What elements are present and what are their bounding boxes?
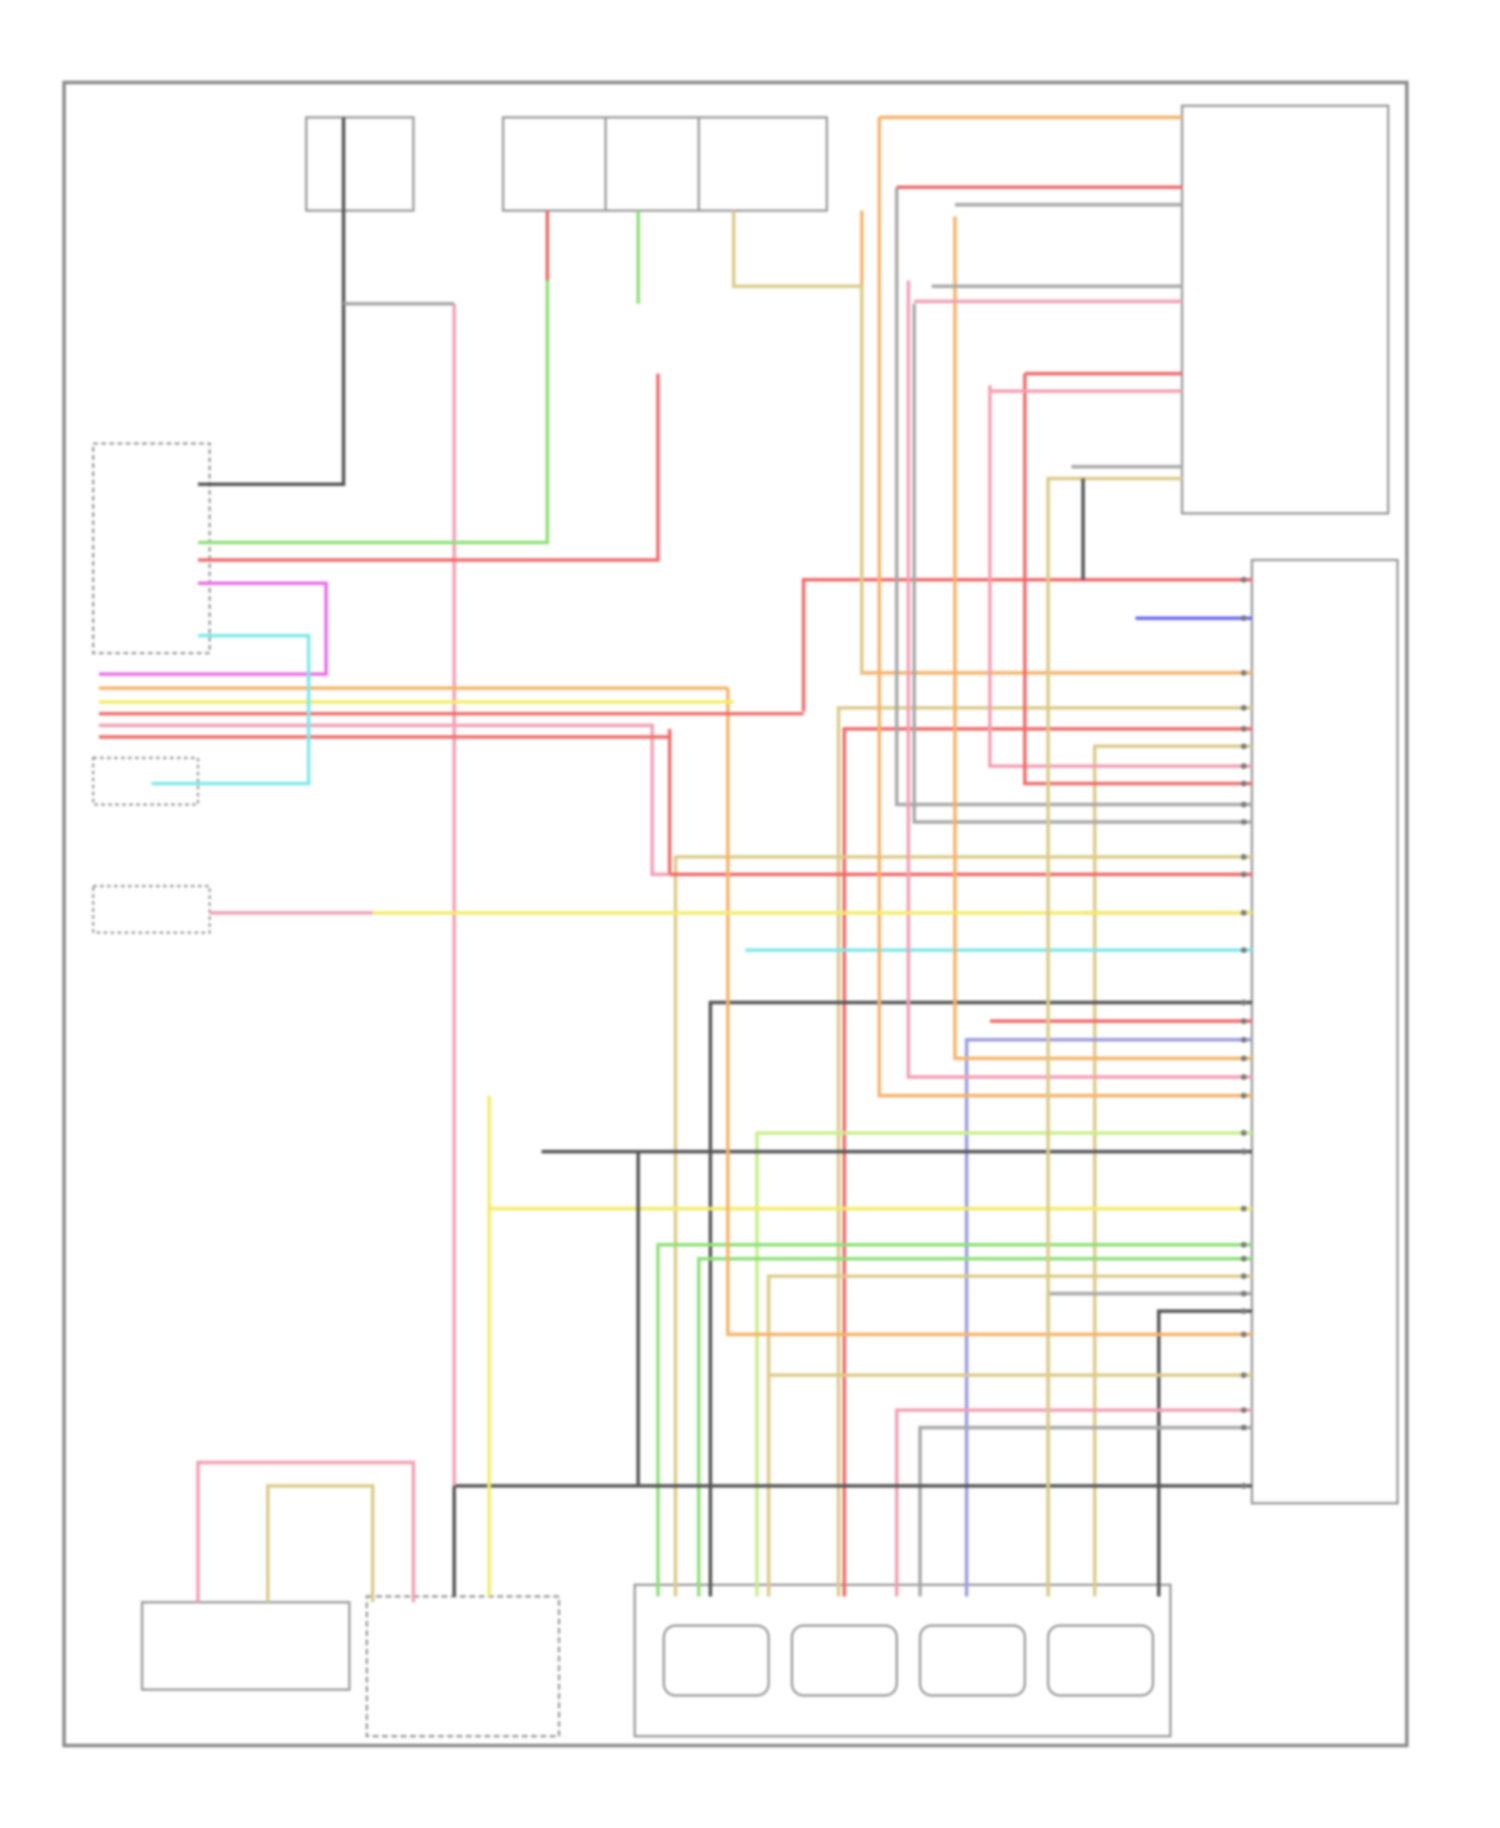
connector-pin bbox=[1240, 1092, 1247, 1099]
connector-pin bbox=[1240, 1055, 1247, 1062]
connector-pin bbox=[1240, 743, 1247, 750]
connector-pin bbox=[1240, 1241, 1247, 1248]
wire-tan bbox=[266, 1484, 375, 1603]
connector-pin bbox=[1240, 780, 1247, 787]
wire-green bbox=[656, 1242, 1252, 1597]
connector-pin bbox=[1240, 909, 1247, 916]
wire-tan bbox=[1092, 744, 1252, 1597]
left-lower-switch-1 bbox=[92, 756, 200, 806]
connector-pin bbox=[1240, 1130, 1247, 1136]
wire-green bbox=[197, 210, 550, 545]
wire-pink bbox=[906, 280, 1252, 1079]
motor-1 bbox=[662, 1624, 770, 1697]
connector-pin bbox=[1240, 1018, 1247, 1025]
wire-tan bbox=[836, 706, 1252, 1597]
wire-magenta bbox=[98, 581, 328, 676]
connector-pin bbox=[1240, 1255, 1247, 1262]
wire-orange bbox=[877, 117, 1252, 1098]
top-fuse-1-box bbox=[305, 116, 415, 212]
connector-pin bbox=[1240, 1331, 1247, 1338]
connector-pin bbox=[1240, 871, 1247, 878]
connector-pin bbox=[1240, 763, 1247, 770]
wire-dark bbox=[197, 117, 346, 487]
connector-pin bbox=[1240, 704, 1247, 711]
wire-red bbox=[197, 373, 660, 562]
bottom-switch-1-box bbox=[140, 1601, 351, 1691]
wire-red bbox=[1023, 373, 1252, 786]
wire-orange bbox=[860, 210, 1252, 675]
connector-pin bbox=[1240, 1424, 1247, 1431]
wire-gray bbox=[1046, 1291, 1252, 1597]
outer-frame bbox=[62, 80, 1409, 1748]
connector-pin bbox=[1240, 1308, 1247, 1315]
motor-4 bbox=[1046, 1624, 1155, 1697]
connector-pin bbox=[1240, 1290, 1247, 1297]
wire-dark bbox=[1157, 1309, 1252, 1597]
wire-orange bbox=[726, 688, 1252, 1337]
wire-pink bbox=[894, 1408, 1252, 1597]
wire-red bbox=[801, 578, 1252, 712]
wire-cyan bbox=[151, 633, 311, 786]
connector-pin bbox=[1240, 725, 1247, 732]
connector-pin bbox=[1240, 1036, 1247, 1043]
motor-2 bbox=[790, 1624, 898, 1697]
wire-tan bbox=[1046, 476, 1183, 1597]
connector-pin bbox=[1240, 1148, 1247, 1155]
connector-pin bbox=[1240, 1074, 1247, 1080]
wire-dark bbox=[708, 1000, 1252, 1597]
wire-pink bbox=[988, 385, 1252, 768]
connector-pin bbox=[1240, 1482, 1247, 1489]
wire-green bbox=[697, 1256, 1252, 1597]
wire-lightgreen bbox=[755, 1131, 1252, 1597]
wire-dark bbox=[452, 1484, 1252, 1597]
connector-pin bbox=[1240, 1372, 1247, 1379]
component-boxes bbox=[62, 80, 1409, 1748]
wire-tan bbox=[731, 210, 864, 673]
wire-gray bbox=[918, 1425, 1252, 1597]
wire-gray bbox=[894, 187, 1252, 807]
right-control-module-box bbox=[1250, 558, 1399, 1505]
wire-tan bbox=[673, 855, 1252, 1597]
connector-pin bbox=[1240, 819, 1247, 825]
connector-pin bbox=[1240, 1407, 1247, 1414]
motor-3 bbox=[918, 1624, 1027, 1697]
wire-violet bbox=[964, 1038, 1252, 1597]
wire-pink bbox=[196, 1460, 416, 1603]
connector-pin bbox=[1240, 854, 1247, 860]
connector-pin bbox=[1240, 1273, 1247, 1280]
connector-pin bbox=[1240, 576, 1247, 583]
wires bbox=[98, 115, 1252, 1603]
motor-assembly-box bbox=[633, 1583, 1172, 1738]
wire-red bbox=[842, 727, 1252, 1597]
connector-pin bbox=[1240, 615, 1247, 622]
wire-pink bbox=[98, 723, 670, 877]
left-lower-switch-2 bbox=[92, 884, 211, 934]
connector-pin bbox=[1240, 947, 1247, 954]
wire-gray bbox=[912, 303, 1252, 824]
bottom-switch-2-box bbox=[365, 1595, 561, 1738]
connector-pin bbox=[1240, 670, 1247, 676]
wire-red bbox=[667, 728, 1252, 877]
right-switch-assembly-box bbox=[1180, 104, 1390, 515]
connector-pins bbox=[1240, 576, 1247, 1489]
top-fuse-group-box bbox=[501, 116, 829, 212]
wire-orange bbox=[953, 216, 1252, 1061]
wire-tan bbox=[766, 1274, 1252, 1597]
connector-pin bbox=[1240, 1205, 1247, 1212]
connector-pin bbox=[1240, 801, 1247, 808]
connector-pin bbox=[1240, 999, 1247, 1006]
left-module-box bbox=[92, 442, 211, 655]
